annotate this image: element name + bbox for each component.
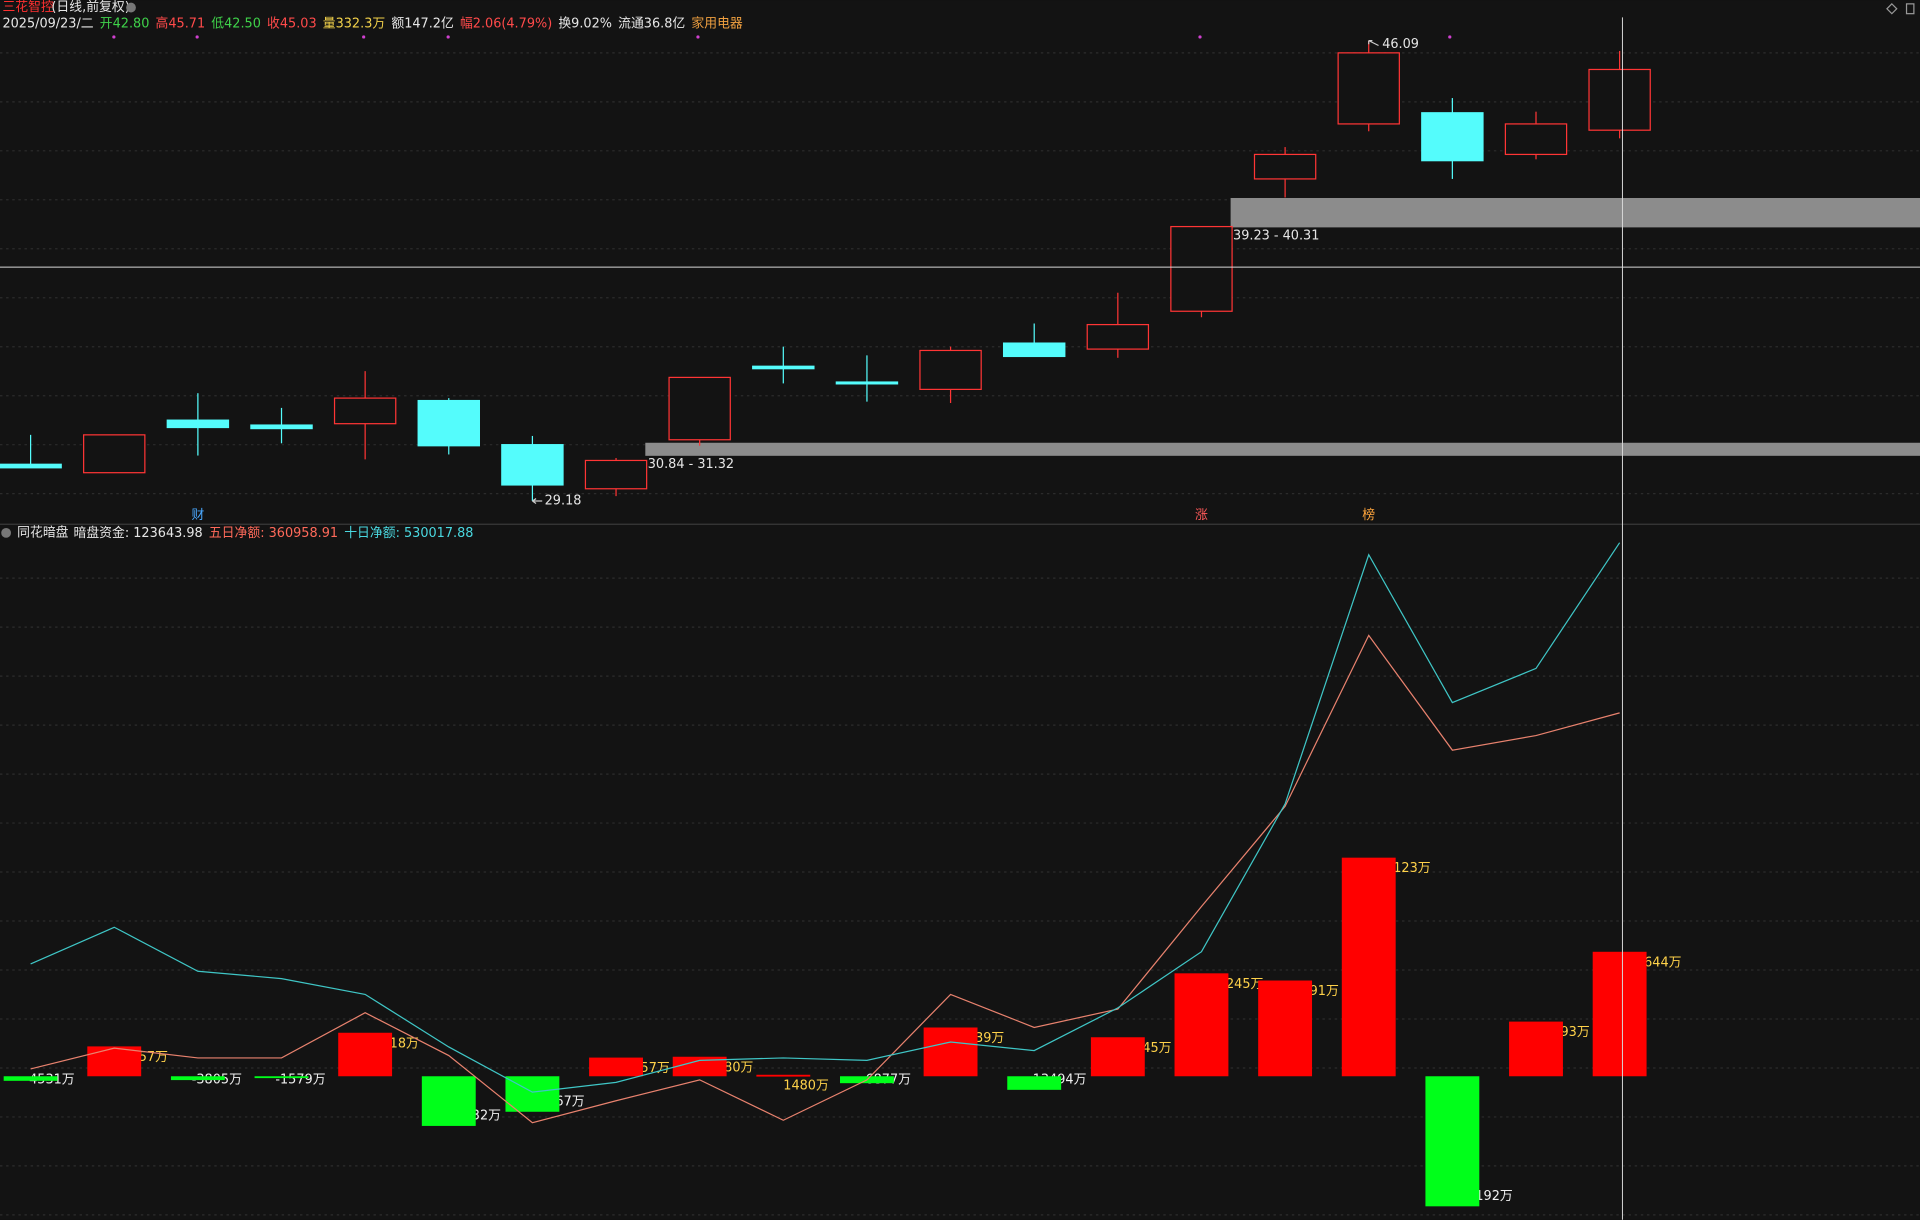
candle-body [166,419,230,429]
bar [589,1057,643,1077]
candle-body [1421,112,1484,162]
info-item: 额147.2亿 [391,16,454,31]
candle-body [1170,225,1233,312]
event-marker: 榜 [1362,507,1375,523]
signal-dot [696,35,700,39]
annotation-arrow [1368,40,1379,47]
event-marker: 财 [191,508,204,523]
zone [645,442,1920,456]
candle-body [1588,68,1651,131]
bar [1425,1076,1480,1207]
signal-dot [1198,35,1202,39]
candle-body [1504,123,1568,156]
bar [170,1076,225,1081]
bar [1007,1076,1062,1090]
signal-dot [1448,35,1452,39]
candle-body [501,444,564,486]
flow-line [30,634,1620,1124]
bar [1174,973,1229,1077]
bar [1509,1021,1563,1077]
candle-body [1337,52,1400,125]
info-item: 幅2.06(4.79%) [460,16,552,31]
candle-body [333,397,397,425]
bar [254,1076,309,1079]
signal-dot [362,35,366,39]
bar [1258,980,1313,1077]
signal-dot [112,35,116,39]
candle-body [250,424,313,430]
zone-label: 30.84 - 31.32 [648,457,734,472]
annotation-arrow [532,498,543,504]
bar [756,1074,811,1077]
icon[interactable] [1886,3,1898,15]
bar [421,1076,476,1126]
signal-dots [112,35,1452,39]
info-item: 十日净额: 530017.88 [344,525,473,540]
candle-body [668,376,731,441]
low-annotation: 29.18 [545,494,582,509]
flow-line [30,542,1621,1093]
candle-body [0,463,62,469]
bar [3,1076,58,1081]
candle-body [835,381,899,385]
info-item: 收45.03 [267,16,317,31]
signal-dot [195,35,199,39]
signal-dot [446,35,450,39]
chart-title: 三花智控 [2,0,54,15]
plot: 39.23 - 40.31 30.84 - 31.32 46.09 29.18 财 涨 榜 -… [0,37,1920,1207]
event-marker: 涨 [1195,508,1208,523]
bar [338,1032,393,1077]
bar-value-label: -1579万 [275,1072,325,1087]
menu-icon[interactable] [126,2,136,13]
candle-body [417,399,480,447]
bar [1341,857,1396,1077]
bar-value-label: 1480万 [783,1078,829,1093]
bar [923,1027,978,1077]
candle-body [584,459,648,490]
high-annotation: 46.09 [1382,37,1419,52]
bar [1592,951,1647,1077]
icon[interactable] [1905,3,1915,15]
info-item: 开42.80 [100,16,150,31]
menu-icon[interactable] [1,527,12,538]
candle-body [1086,323,1150,350]
indicator-title: 同花暗盘 [17,524,69,540]
info-item: 高45.71 [156,15,206,31]
info-item: 五日净额: 360958.91 [209,525,338,540]
bar [1090,1037,1145,1077]
candle-body [1002,342,1066,358]
bar [672,1056,727,1077]
bar [87,1046,142,1077]
candle-body [919,349,982,391]
info-item: 换9.02% [558,16,612,31]
zone-label: 39.23 - 40.31 [1233,228,1319,243]
chart-subtitle: (日线,前复权) [51,0,129,15]
info-item: 家用电器 [691,15,743,31]
info-item: 量332.3万 [323,16,386,31]
info-item: 流通36.8亿 [618,16,685,31]
info-item: 低42.50 [211,16,261,31]
indicator-info: 暗盘资金: 123643.98 五日净额: 360958.91 十日净额: 5300… [73,524,473,540]
info-item: 暗盘资金: 123643.98 [73,524,202,540]
price-info: 2025/09/23/二 开42.80 高45.71 低42.50 收45.03 量332… [2,15,742,31]
info-item: 2025/09/23/二 [2,16,93,31]
zone [1230,197,1920,228]
candle-body [83,434,146,474]
candle-body [1253,153,1317,180]
candle-body [752,365,815,370]
grid [0,52,1920,1216]
